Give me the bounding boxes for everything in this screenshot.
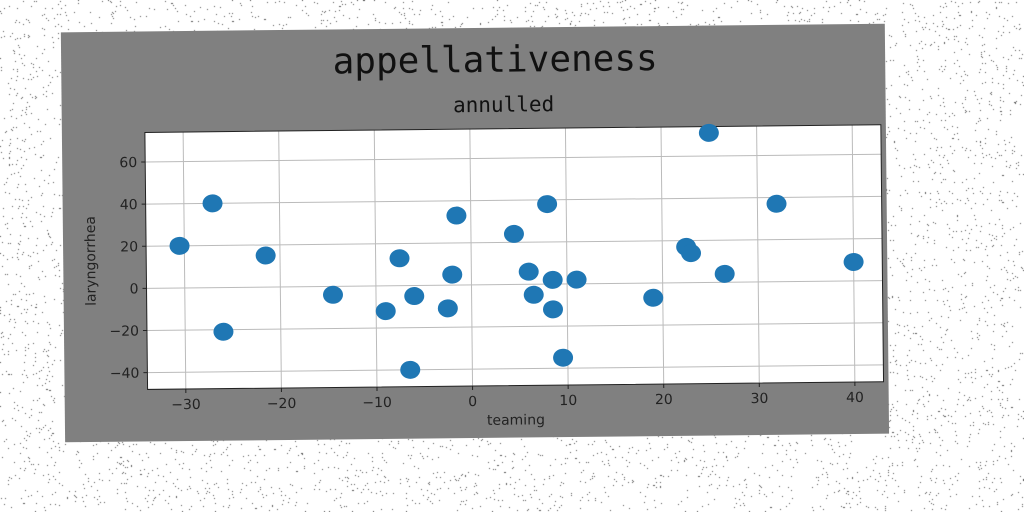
scatter-point <box>843 252 864 271</box>
scatter-point <box>322 285 343 304</box>
y-tick-label: 20 <box>120 239 138 255</box>
data-points <box>169 123 864 379</box>
chart-title: appellativeness <box>332 38 658 82</box>
scatter-point <box>714 264 735 283</box>
y-gridline <box>145 153 882 163</box>
scatter-point <box>213 322 234 341</box>
x-gridline <box>278 131 282 389</box>
y-tick-label: 0 <box>130 281 139 297</box>
scatter-point <box>643 288 664 307</box>
y-gridline <box>147 364 884 374</box>
scatter-point <box>202 194 223 213</box>
scatter-point <box>169 236 190 255</box>
x-gridline <box>756 126 760 384</box>
scatter-point <box>404 287 425 306</box>
x-tick-label: −30 <box>171 397 201 413</box>
x-tick-label: 20 <box>655 392 673 408</box>
scatter-point <box>518 262 539 281</box>
scatter-point <box>442 265 463 284</box>
scatter-point <box>389 249 410 268</box>
y-tick-label: −20 <box>109 324 139 340</box>
x-tick-label: −10 <box>362 395 392 411</box>
scatter-point <box>523 285 544 304</box>
x-gridline <box>564 128 569 386</box>
scatter-point <box>698 123 719 142</box>
grid <box>144 124 885 390</box>
scatter-point <box>566 270 587 289</box>
x-tick-label: 40 <box>846 390 864 406</box>
x-axis-label: teaming <box>487 412 545 429</box>
scatter-point <box>437 299 458 318</box>
x-tick-label: −20 <box>267 396 297 412</box>
y-gridline <box>145 195 882 205</box>
y-tick-label: 40 <box>120 197 138 213</box>
x-tick-label: 0 <box>468 394 477 410</box>
y-axis-label: laryngorrhea <box>83 216 100 306</box>
scatter-point <box>553 348 574 367</box>
scatter-point <box>446 206 467 225</box>
scatter-point <box>503 224 524 243</box>
x-gridline <box>373 130 378 388</box>
x-gridline <box>660 127 665 385</box>
scatter-point <box>766 194 787 213</box>
y-gridline <box>146 280 883 289</box>
scatter-point <box>542 300 563 319</box>
scatter-point <box>255 246 276 265</box>
scatter-point <box>375 302 396 321</box>
scatter-point <box>537 195 558 214</box>
y-tick-label: −40 <box>110 366 140 382</box>
plot-area <box>144 124 884 390</box>
figure-group: appellativeness annulled −30 −20 −10 0 10 20 3… <box>60 23 890 443</box>
y-gridline <box>146 322 883 331</box>
x-tick-label: 10 <box>559 393 577 409</box>
chart-subtitle: annulled <box>453 92 554 117</box>
x-gridline <box>182 132 187 390</box>
scatter-point <box>400 360 421 379</box>
x-tick-label: 30 <box>750 391 768 407</box>
scatter-point <box>542 270 563 289</box>
tick-labels: −30 −20 −10 0 10 20 30 40 −40 −20 0 20 40 60 <box>109 155 864 413</box>
plot-frame <box>144 124 885 390</box>
scatter-point <box>681 244 702 263</box>
x-gridline <box>469 129 474 387</box>
y-tick-label: 60 <box>119 155 137 171</box>
